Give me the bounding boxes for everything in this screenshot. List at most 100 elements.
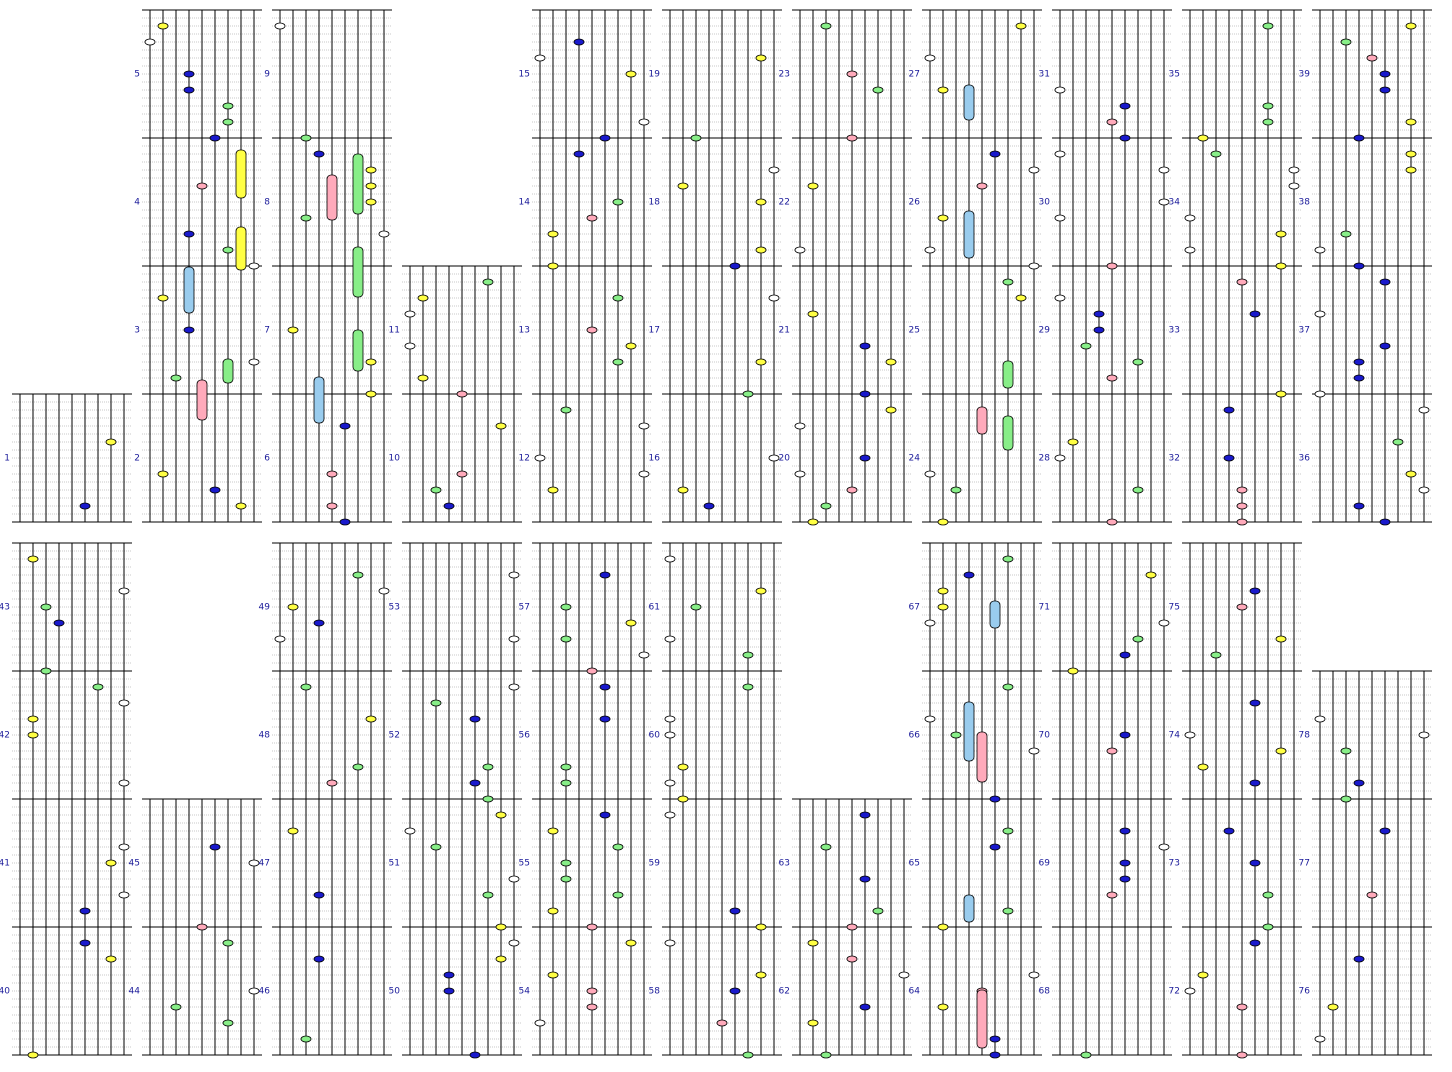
note: [313, 150, 325, 158]
note: [495, 923, 507, 931]
note: [859, 390, 871, 398]
note: [326, 502, 338, 510]
note: [1314, 390, 1326, 398]
note: [742, 683, 754, 691]
note: [1275, 390, 1287, 398]
note: [1119, 875, 1131, 883]
note: [755, 923, 767, 931]
note: [508, 875, 520, 883]
measure-number: 27: [909, 70, 920, 80]
note: [300, 1035, 312, 1043]
panel: 72 73 74 75: [1169, 542, 1302, 1059]
note: [1106, 118, 1118, 126]
note: [625, 619, 637, 627]
note: [755, 246, 767, 254]
note: [638, 651, 650, 659]
panel: 76 77 78: [1299, 670, 1432, 1056]
measure-number: 18: [649, 198, 661, 208]
panel: 32 33 34 35: [1169, 9, 1302, 526]
note: [820, 22, 832, 30]
note: [1288, 182, 1300, 190]
note: [339, 422, 351, 430]
note: [1106, 747, 1118, 755]
note: [807, 182, 819, 190]
note: [430, 486, 442, 494]
note: [313, 891, 325, 899]
note: [365, 390, 377, 398]
note: [807, 939, 819, 947]
note: [248, 859, 260, 867]
note: [612, 843, 624, 851]
note: [768, 294, 780, 302]
note: [664, 715, 676, 723]
note: [1340, 230, 1352, 238]
note: [742, 1051, 754, 1059]
note: [664, 811, 676, 819]
note: [118, 891, 130, 899]
note: [365, 198, 377, 206]
long-note: [976, 989, 988, 1049]
measure-number: 61: [649, 603, 660, 613]
long-note: [989, 600, 1001, 629]
note: [27, 715, 39, 723]
note: [144, 38, 156, 46]
note: [1236, 486, 1248, 494]
measure-number: 4: [134, 198, 140, 208]
note: [664, 939, 676, 947]
note: [729, 907, 741, 915]
note: [1366, 54, 1378, 62]
measure-number: 52: [389, 731, 400, 741]
note: [1392, 438, 1404, 446]
measure-number: 17: [649, 326, 660, 336]
measure-number: 31: [1039, 70, 1050, 80]
panel: 1: [4, 393, 132, 523]
note: [183, 230, 195, 238]
note: [859, 811, 871, 819]
note: [755, 198, 767, 206]
note: [937, 518, 949, 526]
note: [846, 134, 858, 142]
note: [755, 54, 767, 62]
note: [1249, 939, 1261, 947]
note: [417, 374, 429, 382]
note: [209, 486, 221, 494]
note: [1405, 22, 1417, 30]
measure-number: 46: [259, 987, 271, 997]
note: [1158, 198, 1170, 206]
note: [677, 182, 689, 190]
note: [1106, 891, 1118, 899]
measure-number: 6: [264, 454, 270, 464]
note: [183, 70, 195, 78]
note: [1236, 603, 1248, 611]
note: [885, 358, 897, 366]
note: [599, 811, 611, 819]
measure-number: 8: [264, 198, 270, 208]
note: [170, 1003, 182, 1011]
note: [495, 955, 507, 963]
note: [573, 38, 585, 46]
note: [1353, 955, 1365, 963]
measure-number: 64: [909, 987, 921, 997]
measure-number: 33: [1169, 326, 1180, 336]
note: [1236, 502, 1248, 510]
measure-number: 28: [1039, 454, 1051, 464]
note: [963, 571, 975, 579]
note: [859, 875, 871, 883]
panel: 68 69 70 71: [1039, 542, 1172, 1059]
note: [885, 406, 897, 414]
note: [625, 939, 637, 947]
note: [820, 502, 832, 510]
panel: 54 55 56 57: [519, 542, 652, 1056]
note: [976, 182, 988, 190]
note: [664, 555, 676, 563]
note: [1379, 518, 1391, 526]
note: [1275, 747, 1287, 755]
note: [1236, 518, 1248, 526]
note: [846, 486, 858, 494]
note: [664, 731, 676, 739]
note: [586, 1003, 598, 1011]
measure-number: 22: [779, 198, 790, 208]
note: [1353, 779, 1365, 787]
note: [924, 470, 936, 478]
measure-number: 19: [649, 70, 661, 80]
